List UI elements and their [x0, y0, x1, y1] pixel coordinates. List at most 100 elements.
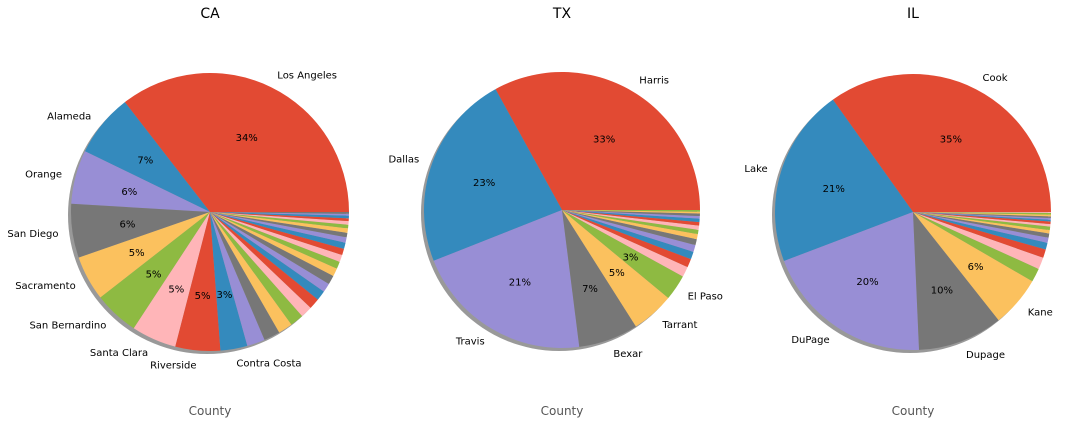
pie-slice [562, 210, 683, 298]
pie-slice [562, 210, 700, 230]
pie-slice [210, 212, 324, 300]
pie-slice [562, 210, 698, 240]
pie-slice [70, 203, 210, 258]
pie-slice [913, 212, 1033, 321]
slice-percent-label: 6% [121, 187, 137, 198]
slice-label: Dallas [388, 155, 419, 166]
slice-percent-label: 5% [146, 269, 162, 280]
slice-percent-label: 21% [823, 184, 845, 195]
pie-slice [913, 212, 1048, 250]
pie-slice [210, 212, 265, 346]
pie-slice [210, 212, 348, 238]
slice-label: Contra Costa [236, 359, 301, 370]
pie-slice [562, 210, 697, 246]
slice-label: San Bernardino [29, 321, 106, 332]
chart-title: CA [200, 6, 220, 22]
pie-slice [913, 212, 1050, 238]
slice-percent-label: 34% [236, 133, 258, 144]
pie-slice [495, 72, 700, 210]
slice-label: Sacramento [15, 281, 75, 292]
chart-title: TX [552, 6, 572, 22]
pie-slice [562, 210, 696, 252]
x-axis-label: County [541, 404, 584, 418]
slice-label: Dupage [966, 350, 1005, 361]
pie-chart-ca: CA County Los Angeles 34% Alameda 7% Orange 6… [7, 6, 350, 418]
pie-slice [84, 102, 210, 212]
pie-slice [210, 212, 337, 277]
pie-slice [210, 212, 349, 222]
pie-slice [210, 212, 329, 292]
slice-label: DuPage [791, 335, 829, 346]
pie-slice [774, 99, 913, 262]
pie-slice [562, 210, 699, 235]
pie-slice [562, 210, 700, 226]
slice-percent-label: 21% [509, 277, 531, 288]
pie-slice [210, 212, 340, 269]
slice-label: San Diego [7, 229, 58, 240]
slice-percent-label: 7% [582, 284, 598, 295]
pie-slice [424, 89, 562, 261]
pie-slice [210, 212, 347, 243]
slice-percent-label: 5% [168, 284, 184, 295]
slice-percent-label: 33% [593, 135, 615, 146]
pie-chart-il: IL County Cook 35% Lake 21% DuPage 20% Dupage 1… [744, 6, 1052, 418]
slice-percent-label: 5% [609, 268, 625, 279]
slice-percent-label: 5% [195, 291, 211, 302]
slice-percent-label: 23% [473, 178, 495, 189]
pie-slice [562, 210, 700, 214]
slice-percent-label: 6% [119, 220, 135, 231]
x-axis-label: County [892, 404, 935, 418]
pie-slice [78, 212, 210, 298]
slice-percent-label: 20% [856, 277, 878, 288]
pie-slice [913, 212, 1050, 234]
slice-label: Lake [744, 164, 767, 175]
pie-slice [913, 212, 1049, 243]
pie-slice [210, 212, 349, 233]
slice-label: Kane [1028, 307, 1053, 318]
pie-chart-tx: TX County Harris 33% Dallas 23% Travis 21% Bex… [388, 6, 722, 418]
pie-slice [433, 210, 580, 348]
pie-slice [210, 212, 292, 333]
pie-slice [913, 212, 1051, 217]
pie-slice [210, 212, 349, 225]
pie-slice [210, 212, 344, 256]
slice-percent-label: 7% [137, 155, 153, 166]
pie-slice [562, 210, 700, 219]
slice-percent-label: 3% [216, 290, 232, 301]
pie-slice [913, 212, 1051, 222]
pie-slice [562, 210, 669, 327]
slice-percent-label: 5% [129, 248, 145, 259]
pie-slice [562, 210, 700, 217]
pie-slice [562, 210, 694, 260]
pie-slice [210, 212, 318, 308]
pie-slice [210, 212, 346, 249]
pie-slice [913, 212, 1051, 227]
pie-slice [210, 212, 311, 317]
pie-slice [100, 212, 210, 329]
pie-slice [783, 212, 920, 351]
x-axis-label: County [189, 404, 232, 418]
pie-slice [913, 212, 999, 350]
pie-slice [913, 212, 1051, 220]
pie-slice [71, 151, 211, 212]
slice-label: Cook [983, 73, 1008, 84]
pie-slice [562, 210, 636, 347]
slice-percent-label: 10% [931, 286, 953, 297]
slice-label: Tarrant [661, 320, 697, 331]
pie-slice [562, 210, 688, 277]
pie-slice [210, 212, 349, 219]
pie-slice [913, 212, 1051, 225]
slice-label: Harris [639, 75, 669, 86]
slice-percent-label: 6% [968, 262, 984, 273]
pie-slice [913, 212, 1039, 282]
slice-label: Travis [455, 337, 485, 348]
pie-slice [913, 212, 1051, 231]
pie-slice [562, 210, 700, 223]
slice-label: Bexar [613, 349, 643, 360]
pie-slice [913, 212, 1051, 219]
pie-slice [210, 212, 350, 214]
pie-slice [913, 212, 1051, 215]
slice-percent-label: 35% [940, 134, 962, 145]
pie-slice [124, 73, 350, 213]
